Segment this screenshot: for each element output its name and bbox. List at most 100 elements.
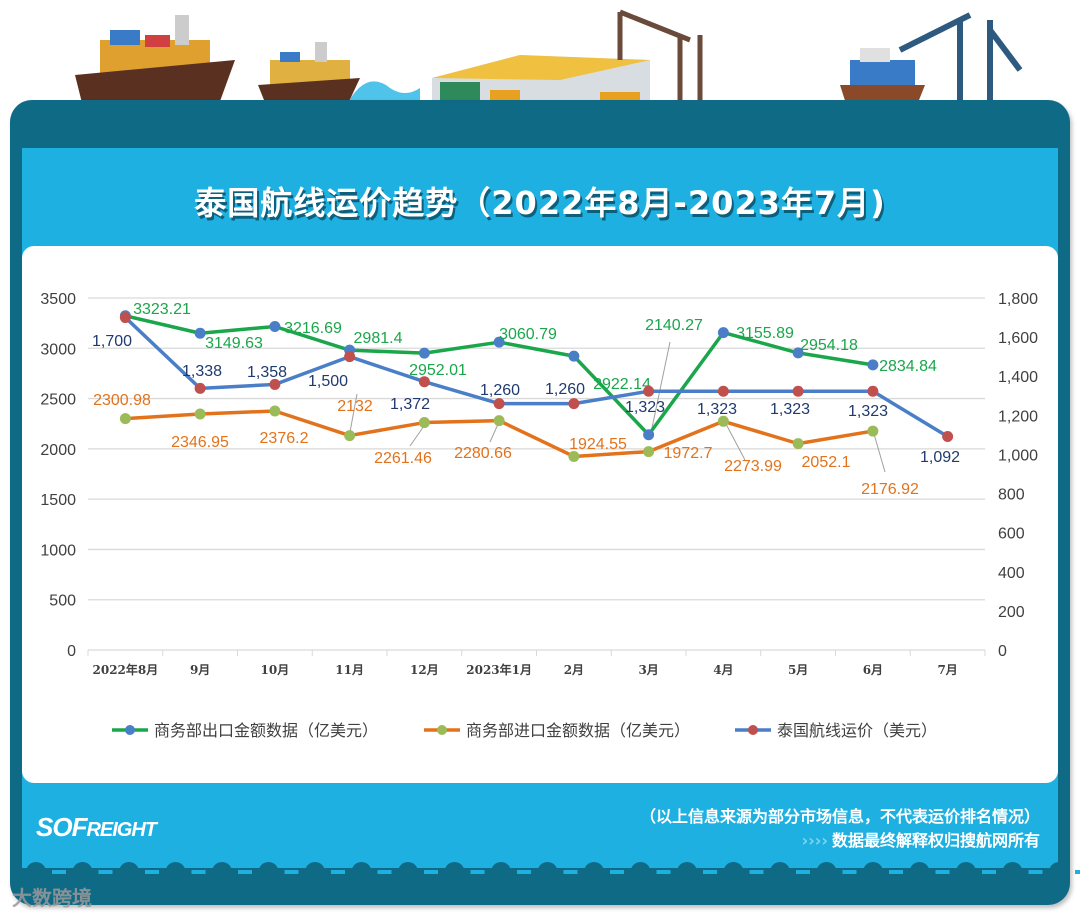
dash-mark xyxy=(656,870,671,874)
y-right-tick-label: 1,000 xyxy=(998,447,1038,464)
arrows-icon: ›››› xyxy=(801,831,828,850)
data-label: 1,358 xyxy=(247,364,287,381)
data-point xyxy=(717,327,729,339)
data-label: 2981.4 xyxy=(354,330,403,347)
scallop-dot xyxy=(956,862,976,882)
data-point xyxy=(717,385,729,397)
y-left-tick-label: 0 xyxy=(67,643,76,660)
data-label: 1,260 xyxy=(480,382,520,399)
chart-card xyxy=(22,246,1058,783)
data-label: 3155.89 xyxy=(736,325,794,342)
rights-note: ›››› 数据最终解释权归搜航网所有 xyxy=(802,827,1040,851)
leader-line xyxy=(409,425,425,447)
scallop-dot xyxy=(770,862,790,882)
x-tick-label: 3月 xyxy=(638,663,658,677)
data-label: 3216.69 xyxy=(284,320,342,337)
data-point xyxy=(418,417,430,429)
y-right-tick-label: 800 xyxy=(998,487,1025,504)
scallop-dot xyxy=(816,862,837,882)
scalloped-edge xyxy=(26,862,1080,882)
data-label: 2176.92 xyxy=(861,481,919,498)
data-label: 2346.95 xyxy=(171,434,229,451)
data-label: 1,338 xyxy=(182,363,222,380)
scallop-dot xyxy=(351,862,372,882)
data-point xyxy=(269,405,281,417)
scallop-dot xyxy=(444,862,465,882)
data-point xyxy=(792,347,804,359)
data-point xyxy=(119,413,131,425)
y-right-tick-label: 1,600 xyxy=(998,330,1038,347)
legend-marker xyxy=(125,725,135,735)
leader-line xyxy=(349,393,358,433)
y-right-tick-label: 400 xyxy=(998,565,1025,582)
data-label: 3060.79 xyxy=(499,326,557,343)
dash-mark xyxy=(889,870,903,874)
data-point xyxy=(942,430,954,442)
y-left-tick-label: 3000 xyxy=(40,341,76,358)
data-label: 2132 xyxy=(337,398,373,415)
data-label: 2376.2 xyxy=(260,430,309,447)
dash-mark xyxy=(377,870,392,874)
scallop-dot xyxy=(909,862,930,882)
dash-mark xyxy=(610,870,624,874)
scallop-dot xyxy=(212,862,232,882)
watermark: 大数跨境 xyxy=(12,886,92,910)
data-point xyxy=(344,351,356,363)
data-point xyxy=(792,385,804,397)
y-right-tick-label: 1,400 xyxy=(998,369,1038,386)
dash-mark xyxy=(517,870,531,874)
dash-mark xyxy=(191,870,206,874)
scallop-dot xyxy=(723,862,744,882)
data-label: 2954.18 xyxy=(800,337,858,354)
crane-icon xyxy=(617,9,703,110)
scallop-dot xyxy=(1002,862,1023,882)
dash-mark xyxy=(1075,870,1080,874)
x-tick-label: 5月 xyxy=(788,663,808,677)
data-point xyxy=(867,359,879,371)
data-label: 1,092 xyxy=(920,449,960,466)
legend-marker xyxy=(437,725,447,735)
data-label: 1,323 xyxy=(697,401,737,418)
data-point xyxy=(269,378,281,390)
x-tick-label: 4月 xyxy=(713,663,733,677)
scallop-dot xyxy=(630,862,651,882)
data-point xyxy=(643,446,655,458)
dash-mark xyxy=(52,870,66,874)
series-line xyxy=(124,316,949,438)
dash-mark xyxy=(238,870,252,874)
scallop-dot xyxy=(165,862,186,882)
data-point xyxy=(568,398,580,410)
y-left-tick-label: 3500 xyxy=(40,291,76,308)
y-right-tick-label: 600 xyxy=(998,526,1025,543)
x-tick-label: 2022年8月 xyxy=(93,662,159,677)
data-point xyxy=(568,350,580,362)
data-point xyxy=(643,429,655,441)
y-left-tick-label: 2000 xyxy=(40,442,76,459)
y-right-tick-label: 0 xyxy=(998,643,1007,660)
data-label: 1,500 xyxy=(308,373,348,390)
data-point xyxy=(493,398,505,410)
data-label: 1,260 xyxy=(545,381,585,398)
x-tick-label: 10月 xyxy=(261,663,290,677)
data-label: 2300.98 xyxy=(93,392,151,409)
x-tick-label: 7月 xyxy=(937,663,957,677)
x-tick-label: 11月 xyxy=(335,663,364,677)
dash-mark xyxy=(331,870,345,874)
x-tick-label: 2023年1月 xyxy=(466,662,532,677)
y-right-tick-label: 200 xyxy=(998,604,1025,621)
dash-mark xyxy=(424,870,438,874)
data-label: 3149.63 xyxy=(205,335,263,352)
data-point xyxy=(493,415,505,427)
scallop-dot xyxy=(863,862,883,882)
data-point xyxy=(194,408,206,420)
data-point xyxy=(867,425,879,437)
scallop-dot xyxy=(72,862,93,882)
dash-mark xyxy=(796,870,810,874)
dash-mark xyxy=(563,870,578,874)
dash-mark xyxy=(749,870,764,874)
dash-mark xyxy=(1028,870,1043,874)
data-point xyxy=(792,438,804,450)
data-point xyxy=(493,336,505,348)
scallop-dot xyxy=(26,862,46,882)
